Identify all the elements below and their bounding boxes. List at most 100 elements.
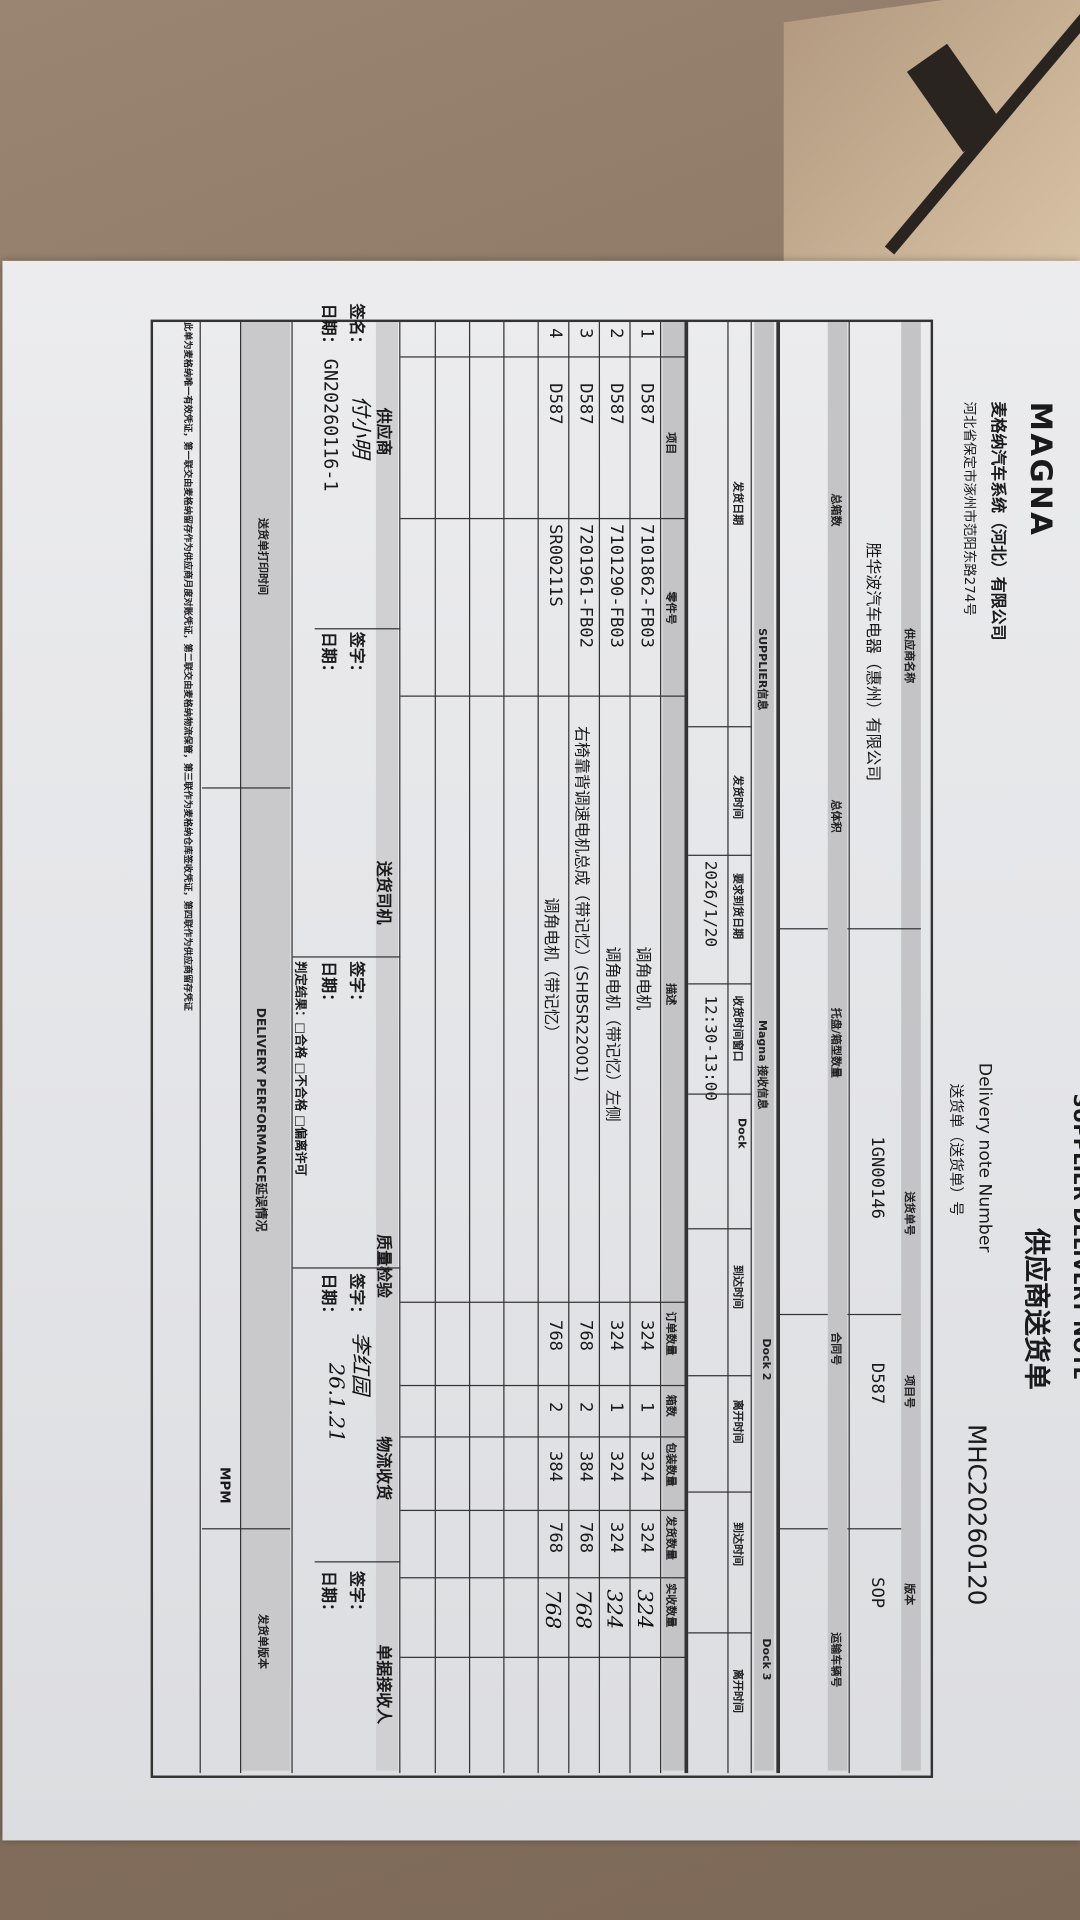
performance-label: DELIVERY PERFORMANCE延误情况 (253, 1007, 267, 1232)
delivery-note: MAGNA 麦格纳汽车系统（河北）有限公司 河北省保定市涿州市范阳东路274号 … (2, 260, 1080, 1841)
col-boxes: 箱数 (663, 1394, 676, 1417)
sub-label: 发货时间 (731, 775, 744, 820)
version: SOP (866, 1577, 887, 1609)
part-number: SR00211S (544, 524, 565, 607)
label-project: 项目号 (902, 1375, 915, 1409)
label-band (901, 322, 921, 1771)
sub-label: Dock (734, 1117, 747, 1149)
order-qty: 768 (575, 1320, 596, 1351)
label-total-boxes: 总箱数 (828, 493, 842, 527)
label-dn-no: 送货单号 (902, 1191, 915, 1236)
order-qty: 324 (636, 1320, 657, 1351)
sub-label: 要求到货日期 (731, 873, 744, 940)
ship-qty: 324 (636, 1522, 657, 1554)
box-count: 1 (606, 1402, 626, 1413)
label-total-volume: 总体积 (828, 799, 842, 833)
part-number: 7101290-FB03 (606, 524, 626, 648)
receiver-sign-label: 签字： (346, 1571, 365, 1619)
sub-label: 离开时间 (731, 1399, 744, 1444)
ship-qty: 768 (544, 1522, 565, 1554)
dn-number: MHC20260120 (962, 1424, 992, 1606)
description: 调角电机（带记忆）左侧 (602, 946, 621, 1122)
logistics-signature: 李红园 (347, 1332, 373, 1395)
quality-sign-title: 质量检验 (373, 1234, 392, 1298)
project: D587 (606, 383, 626, 425)
label-contract: 合同号 (828, 1332, 842, 1366)
col-order: 订单数量 (663, 1311, 676, 1356)
footer-note: 此单为麦格纳唯一有效凭证，第一联交由麦格纳留存作为供应商月度对账凭证，第二联交由… (182, 322, 194, 1011)
supplier-date: GN20260116-1 (319, 358, 342, 492)
ship-qty: 768 (575, 1522, 596, 1554)
supplier-sign-label: 签名： (346, 303, 365, 352)
required-date: 2026/1/20 (700, 860, 719, 948)
col-project: 项目 (663, 432, 676, 455)
label-supplier-name: 供应商名称 (902, 628, 915, 684)
print-time-label: 送货单打印时间 (255, 517, 269, 596)
project-no: D587 (866, 1362, 887, 1405)
driver-sign-title: 送货司机 (373, 860, 392, 925)
project: D587 (544, 383, 565, 425)
sub-label: 收货时间窗口 (731, 995, 744, 1062)
band-supplier: SUPPLIER信息 (755, 628, 768, 711)
col-desc: 描述 (663, 983, 676, 1006)
col-received: 实收数量 (663, 1583, 676, 1628)
band-dock3: Dock 3 (759, 1638, 772, 1681)
description: 调角电机 (633, 946, 652, 1011)
received-qty: 324 (631, 1589, 657, 1630)
seq: 3 (575, 328, 596, 339)
logistics-date-label: 日期： (318, 1273, 337, 1322)
label-pallet-count: 托盘/箱型数量 (828, 1007, 842, 1078)
company-name: 麦格纳汽车系统（河北）有限公司 (988, 401, 1007, 641)
part-number: 7201961-FB02 (575, 524, 596, 648)
sub-label: 到达时间 (731, 1522, 744, 1567)
order-qty: 768 (544, 1320, 565, 1351)
sub-label: 发货日期 (731, 481, 744, 526)
cardboard-box (783, 0, 1080, 305)
pack-qty: 324 (606, 1451, 626, 1483)
supplier-name: 胜华波汽车电器（惠州）有限公司 (863, 542, 882, 782)
sub-label: 到达时间 (731, 1264, 744, 1310)
box-count: 2 (544, 1402, 565, 1413)
pack-qty: 384 (544, 1451, 565, 1483)
logistics-sign-title: 物流收货 (373, 1436, 392, 1501)
quality-result-options[interactable]: 判定结果：□合格 □不合格 □偏离许可 (292, 961, 307, 1176)
received-qty: 768 (540, 1589, 565, 1630)
box-count: 1 (636, 1402, 657, 1413)
box-count: 2 (575, 1402, 596, 1413)
col-ship: 发货数量 (663, 1515, 676, 1561)
pack-qty: 324 (636, 1451, 657, 1483)
seq: 1 (636, 328, 657, 339)
sub-label: 离开时间 (731, 1668, 744, 1714)
version-label: 发货单版本 (255, 1613, 269, 1670)
time-window: 12:30-13:00 (700, 995, 719, 1101)
logistics-sign-label: 签字： (346, 1273, 365, 1322)
col-pack: 包装数量 (663, 1442, 676, 1487)
label-version: 版本 (902, 1583, 915, 1606)
receiver-sign-title: 单据接收人 (373, 1644, 392, 1725)
logistics-date: 26.1.21 (323, 1362, 348, 1443)
label-vehicle: 运输车辆号 (828, 1632, 842, 1688)
dn-no: 1GN00146 (866, 1136, 887, 1219)
document-title: 供应商送货单 (1020, 1228, 1051, 1390)
project: D587 (636, 383, 657, 425)
document-title-en: SUPPLIER DELIVERY NOTE (1068, 1093, 1080, 1381)
part-number: 7101862-FB03 (636, 524, 657, 648)
seq: 2 (606, 328, 626, 339)
description: 右椅靠背调速电机总成（带记忆）(SHBSR22001) (571, 726, 591, 1082)
ship-qty: 324 (606, 1522, 626, 1554)
supplier-signature: 付小明 (347, 395, 373, 458)
seq: 4 (544, 328, 565, 339)
dn-label-cn: 送货单（送货单）号 (947, 1083, 965, 1216)
quality-sign-label: 签字： (346, 961, 365, 1010)
driver-date-label: 日期： (318, 631, 337, 680)
company-address: 河北省保定市涿州市范阳东路274号 (961, 401, 978, 616)
col-part: 零件号 (663, 591, 676, 625)
driver-sign-label: 签字： (346, 631, 365, 680)
quality-date-label: 日期： (318, 961, 337, 1010)
received-qty: 768 (570, 1589, 596, 1630)
order-qty: 324 (606, 1320, 626, 1351)
received-qty: 324 (601, 1589, 626, 1630)
project: D587 (575, 383, 596, 425)
magna-logo: MAGNA (1023, 401, 1058, 538)
